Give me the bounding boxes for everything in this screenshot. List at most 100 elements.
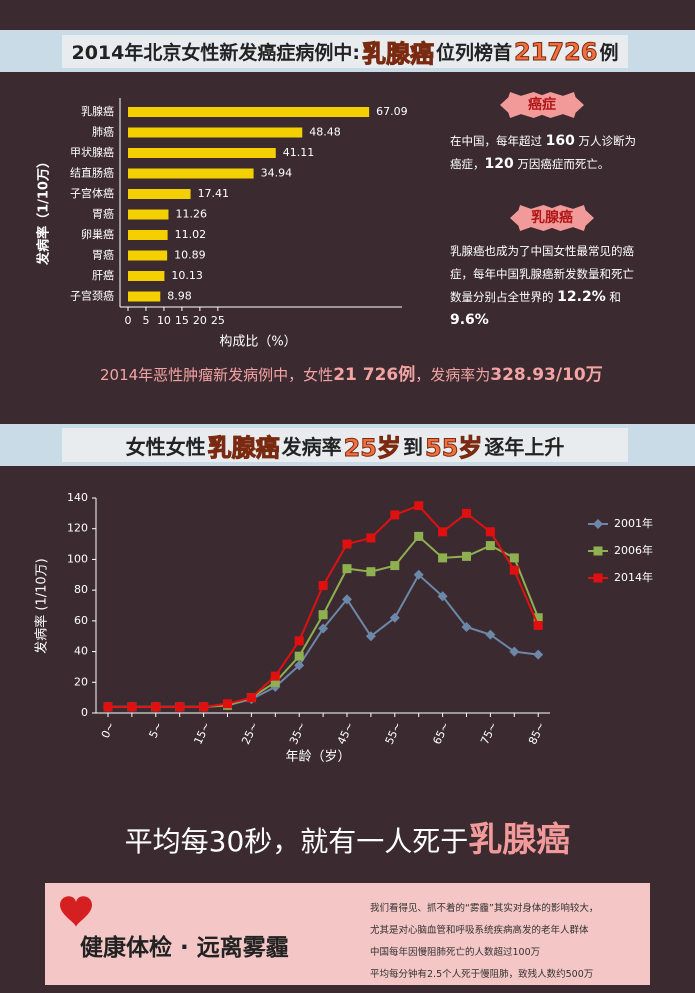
marker (438, 553, 448, 563)
y-tick-label: 80 (74, 583, 88, 596)
marker (485, 541, 495, 551)
marker (270, 671, 280, 681)
bar (128, 250, 168, 261)
value-label: 48.48 (309, 126, 341, 139)
y-tick-label: 140 (67, 491, 88, 504)
y-tick-label: 100 (67, 552, 88, 565)
banner-highlight: 55岁 (424, 433, 483, 462)
x-tick-label: 5 (142, 314, 149, 327)
banner-text: 逐年上升 (484, 434, 565, 459)
note-number: 12.2% (557, 289, 606, 305)
marker (294, 660, 305, 671)
value-label: 41.11 (283, 146, 315, 159)
footer-line: 平均每分钟有2.5个人死于慢阻肺，致残人数约500万 (370, 969, 594, 980)
marker (342, 564, 352, 574)
marker (413, 569, 424, 580)
marker (533, 613, 543, 623)
bar (128, 271, 165, 281)
header-box (62, 35, 628, 68)
x-tick-label: 5~ (147, 720, 166, 740)
caption-text: 2014年恶性肿瘤新发病例中，女性 (100, 366, 334, 384)
legend-label: 2001年 (614, 516, 653, 530)
x-tick-label: 0~ (99, 720, 118, 740)
y-tick-label: 子宫颈癌 (70, 289, 114, 303)
caption: 2014年恶性肿瘤新发病例中，女性21 726例，发病率为328.93/10万 (100, 360, 603, 385)
slogan: 平均每30秒，就有一人死于乳腺癌 (0, 812, 695, 861)
y-tick-label: 乳腺癌 (81, 104, 114, 118)
note-number: 160 (545, 133, 575, 149)
y-tick-label: 甲状腺癌 (70, 145, 114, 159)
note-text: 和 (605, 290, 621, 304)
x-tick-label: 20 (193, 314, 207, 327)
marker (246, 693, 256, 703)
marker (342, 594, 352, 605)
marker (151, 702, 161, 712)
footer-line: 尤其是对心脑血管和呼吸系统疾病高发的老年人群体 (370, 925, 589, 936)
bar (128, 107, 370, 117)
y-axis-label: 发病率 (1/10万) (34, 558, 50, 653)
marker (294, 651, 304, 661)
x-tick-label: 10 (157, 314, 171, 327)
legend-marker (593, 519, 603, 529)
value-label: 67.09 (376, 105, 408, 118)
y-tick-label: 胃癌 (92, 248, 114, 262)
marker (223, 699, 232, 709)
footer-lines: 我们看得见、抓不着的“雾霾”其实对身体的影响较大， 尤其是对心脑血管和呼吸系统疾… (370, 898, 598, 986)
y-tick-label: 60 (74, 614, 88, 627)
banner-text: 2014年北京女性新发癌症病例中: (71, 42, 360, 64)
value-label: 11.02 (175, 228, 207, 241)
x-tick-label: 65~ (430, 720, 452, 747)
marker (365, 631, 376, 642)
x-tick-label: 15 (175, 314, 189, 327)
value-label: 11.26 (175, 208, 207, 221)
marker (270, 677, 280, 687)
x-tick-label: 0 (125, 314, 132, 327)
y-tick-label: 结直肠癌 (70, 166, 114, 180)
marker (533, 649, 544, 660)
note: 乳腺癌也成为了中国女性最常见的癌症，每年中国乳腺癌新发数量和死亡数量分别占全世界… (450, 240, 642, 332)
marker (103, 702, 113, 712)
marker (389, 612, 400, 623)
y-tick-label: 卵巢癌 (81, 227, 114, 241)
marker (461, 622, 472, 632)
legend-marker (593, 546, 603, 556)
caption-text: ，发病率为 (415, 366, 491, 384)
line (108, 573, 539, 708)
value-label: 17.41 (198, 187, 230, 200)
y-tick-label: 0 (81, 706, 88, 719)
bar (128, 189, 191, 199)
bar (128, 230, 168, 240)
footer-line: 中国每年因慢阻肺死亡的人数超过100万 (370, 947, 541, 958)
marker (390, 561, 400, 571)
marker (318, 610, 328, 620)
y-tick-label: 40 (74, 645, 88, 658)
bar (128, 168, 254, 179)
caption-number: 328.93/10万 (490, 365, 603, 385)
note-text: 在中国，每年超过 (450, 134, 546, 148)
marker (414, 531, 424, 541)
y-tick-label: 120 (67, 522, 88, 535)
marker (462, 508, 471, 518)
legend-label: 2014年 (614, 570, 653, 584)
x-tick-label: 35~ (287, 720, 309, 747)
note: 在中国，每年超过 160 万人诊断为癌症，120 万因癌症而死亡。 (450, 130, 642, 176)
bar (128, 127, 303, 138)
banner: 2014年北京女性新发癌症病例中: 乳腺癌 位列榜首 21726 例 (62, 35, 628, 69)
marker (318, 623, 329, 634)
banner-text: 位列榜首 (435, 42, 512, 64)
banner-text: 女性女性 (125, 434, 206, 459)
note-number: 120 (484, 156, 514, 172)
marker (390, 510, 400, 520)
x-axis-label: 年龄（岁） (285, 750, 350, 765)
x-tick-label: 75~ (478, 720, 500, 747)
slogan-highlight: 乳腺癌 (468, 820, 571, 860)
legend-label: 2006年 (614, 543, 653, 557)
marker (199, 702, 209, 712)
x-tick-label: 15~ (191, 720, 213, 747)
badge: 乳腺癌 (510, 205, 594, 231)
footer-title: 健康体检 · 远离雾霾 (80, 935, 289, 961)
marker (485, 629, 496, 640)
marker (533, 620, 543, 630)
legend-marker (593, 573, 603, 583)
marker (294, 636, 304, 646)
